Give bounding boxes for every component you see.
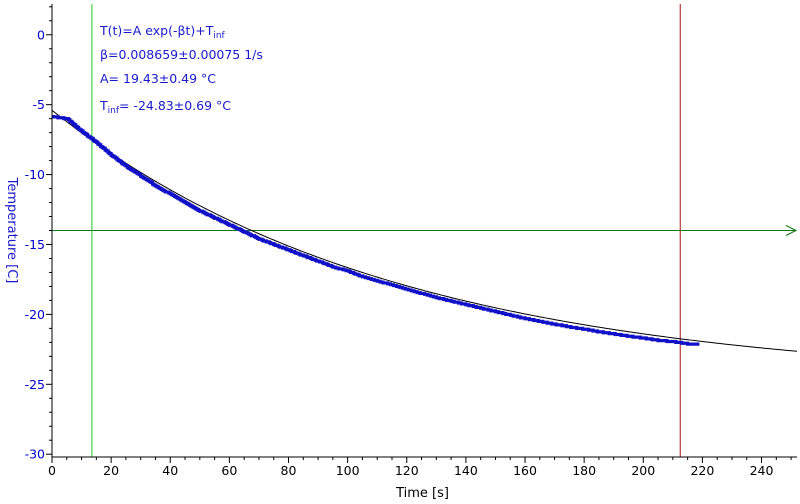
y-tick-label: -15 <box>25 237 45 252</box>
x-tick-label: 60 <box>221 463 237 478</box>
x-tick-label: 240 <box>750 463 774 478</box>
x-tick-label: 80 <box>281 463 297 478</box>
y-tick-label: -25 <box>25 377 45 392</box>
x-tick-label: 20 <box>103 463 119 478</box>
y-axis-title: Temperature [C] <box>4 177 19 284</box>
y-tick-label: -5 <box>33 97 45 112</box>
y-tick-label: -30 <box>25 447 45 462</box>
fit-annotation-line: A= 19.43±0.49 °C <box>100 71 216 86</box>
y-tick-label: 0 <box>37 27 45 42</box>
x-tick-label: 120 <box>395 463 419 478</box>
x-tick-label: 140 <box>454 463 478 478</box>
fit-curve <box>51 109 798 352</box>
y-tick-label: -10 <box>25 167 45 182</box>
x-tick-label: 220 <box>690 463 714 478</box>
x-tick-label: 160 <box>513 463 537 478</box>
x-tick-label: 40 <box>162 463 178 478</box>
horizontal-cursor-arrow-icon[interactable] <box>785 225 798 236</box>
x-tick-label: 0 <box>48 463 56 478</box>
x-tick-label: 200 <box>631 463 655 478</box>
fit-annotation-line: β=0.008659±0.00075 1/s <box>100 47 263 62</box>
y-tick-label: -20 <box>25 307 45 322</box>
measured-temperature-series <box>51 114 700 346</box>
fit-annotation-line: T(t)=A exp(-βt)+Tinf <box>99 23 226 41</box>
fit-annotation-line: Tinf= -24.83±0.69 °C <box>99 98 231 116</box>
x-axis-title: Time [s] <box>395 486 449 501</box>
x-tick-label: 100 <box>336 463 360 478</box>
x-tick-label: 180 <box>572 463 596 478</box>
